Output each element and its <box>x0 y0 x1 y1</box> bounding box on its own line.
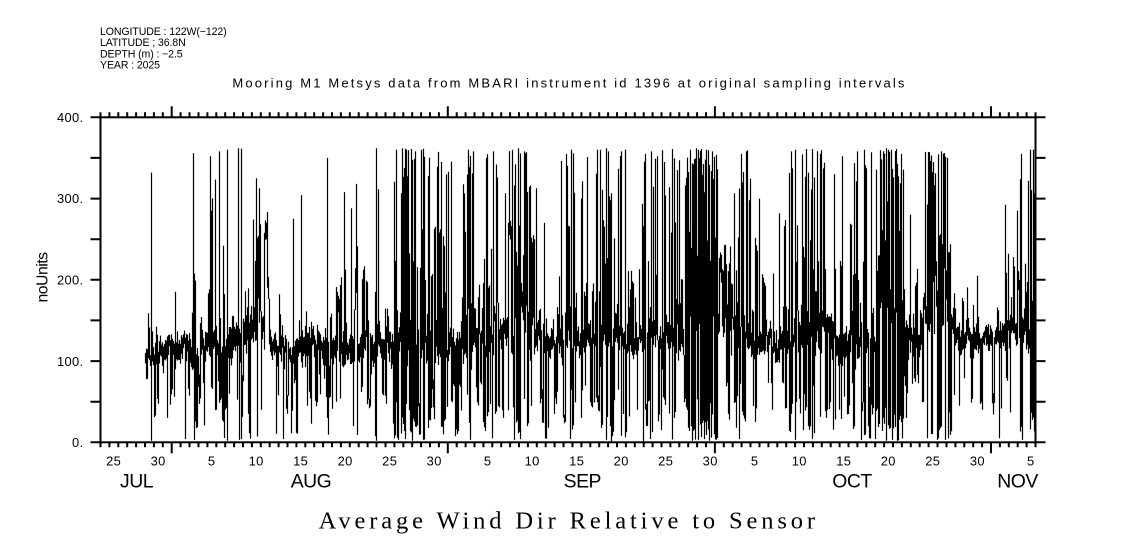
svg-text:200.: 200. <box>57 273 84 288</box>
svg-text:YEAR : 2025: YEAR : 2025 <box>100 59 160 71</box>
svg-text:OCT: OCT <box>832 470 872 492</box>
svg-text:Mooring M1 Metsys data from MB: Mooring M1 Metsys data from MBARI instru… <box>232 75 906 90</box>
svg-text:15: 15 <box>836 453 851 468</box>
svg-text:noUnits: noUnits <box>35 252 52 303</box>
svg-text:25: 25 <box>925 453 940 468</box>
svg-text:20: 20 <box>338 453 353 468</box>
svg-text:JUL: JUL <box>120 470 154 492</box>
svg-text:SEP: SEP <box>564 470 601 492</box>
svg-text:25: 25 <box>106 453 121 468</box>
svg-text:5: 5 <box>1027 453 1035 468</box>
svg-text:LATITUDE ; 36.8N: LATITUDE ; 36.8N <box>100 37 186 49</box>
svg-text:30: 30 <box>151 453 166 468</box>
svg-text:5: 5 <box>484 453 492 468</box>
svg-text:15: 15 <box>569 453 584 468</box>
svg-text:10: 10 <box>249 453 264 468</box>
svg-text:300.: 300. <box>57 191 84 206</box>
svg-text:15: 15 <box>293 453 308 468</box>
svg-text:DEPTH (m) : −2.5: DEPTH (m) : −2.5 <box>100 48 183 60</box>
svg-text:10: 10 <box>525 453 540 468</box>
svg-text:5: 5 <box>751 453 759 468</box>
svg-text:5: 5 <box>208 453 216 468</box>
svg-text:30: 30 <box>970 453 985 468</box>
svg-text:400.: 400. <box>57 110 84 125</box>
svg-text:10: 10 <box>792 453 807 468</box>
svg-text:100.: 100. <box>57 354 84 369</box>
svg-text:AUG: AUG <box>291 470 332 492</box>
svg-text:20: 20 <box>881 453 896 468</box>
svg-text:LONGITUDE : 122W(−122): LONGITUDE : 122W(−122) <box>100 26 227 38</box>
svg-text:20: 20 <box>614 453 629 468</box>
svg-text:25: 25 <box>658 453 673 468</box>
svg-text:Average Wind Dir Relative to S: Average Wind Dir Relative to Sensor <box>319 508 819 535</box>
svg-text:0.: 0. <box>72 435 83 450</box>
svg-text:30: 30 <box>427 453 442 468</box>
svg-text:30: 30 <box>703 453 718 468</box>
svg-text:25: 25 <box>382 453 397 468</box>
svg-text:NOV: NOV <box>997 470 1038 492</box>
